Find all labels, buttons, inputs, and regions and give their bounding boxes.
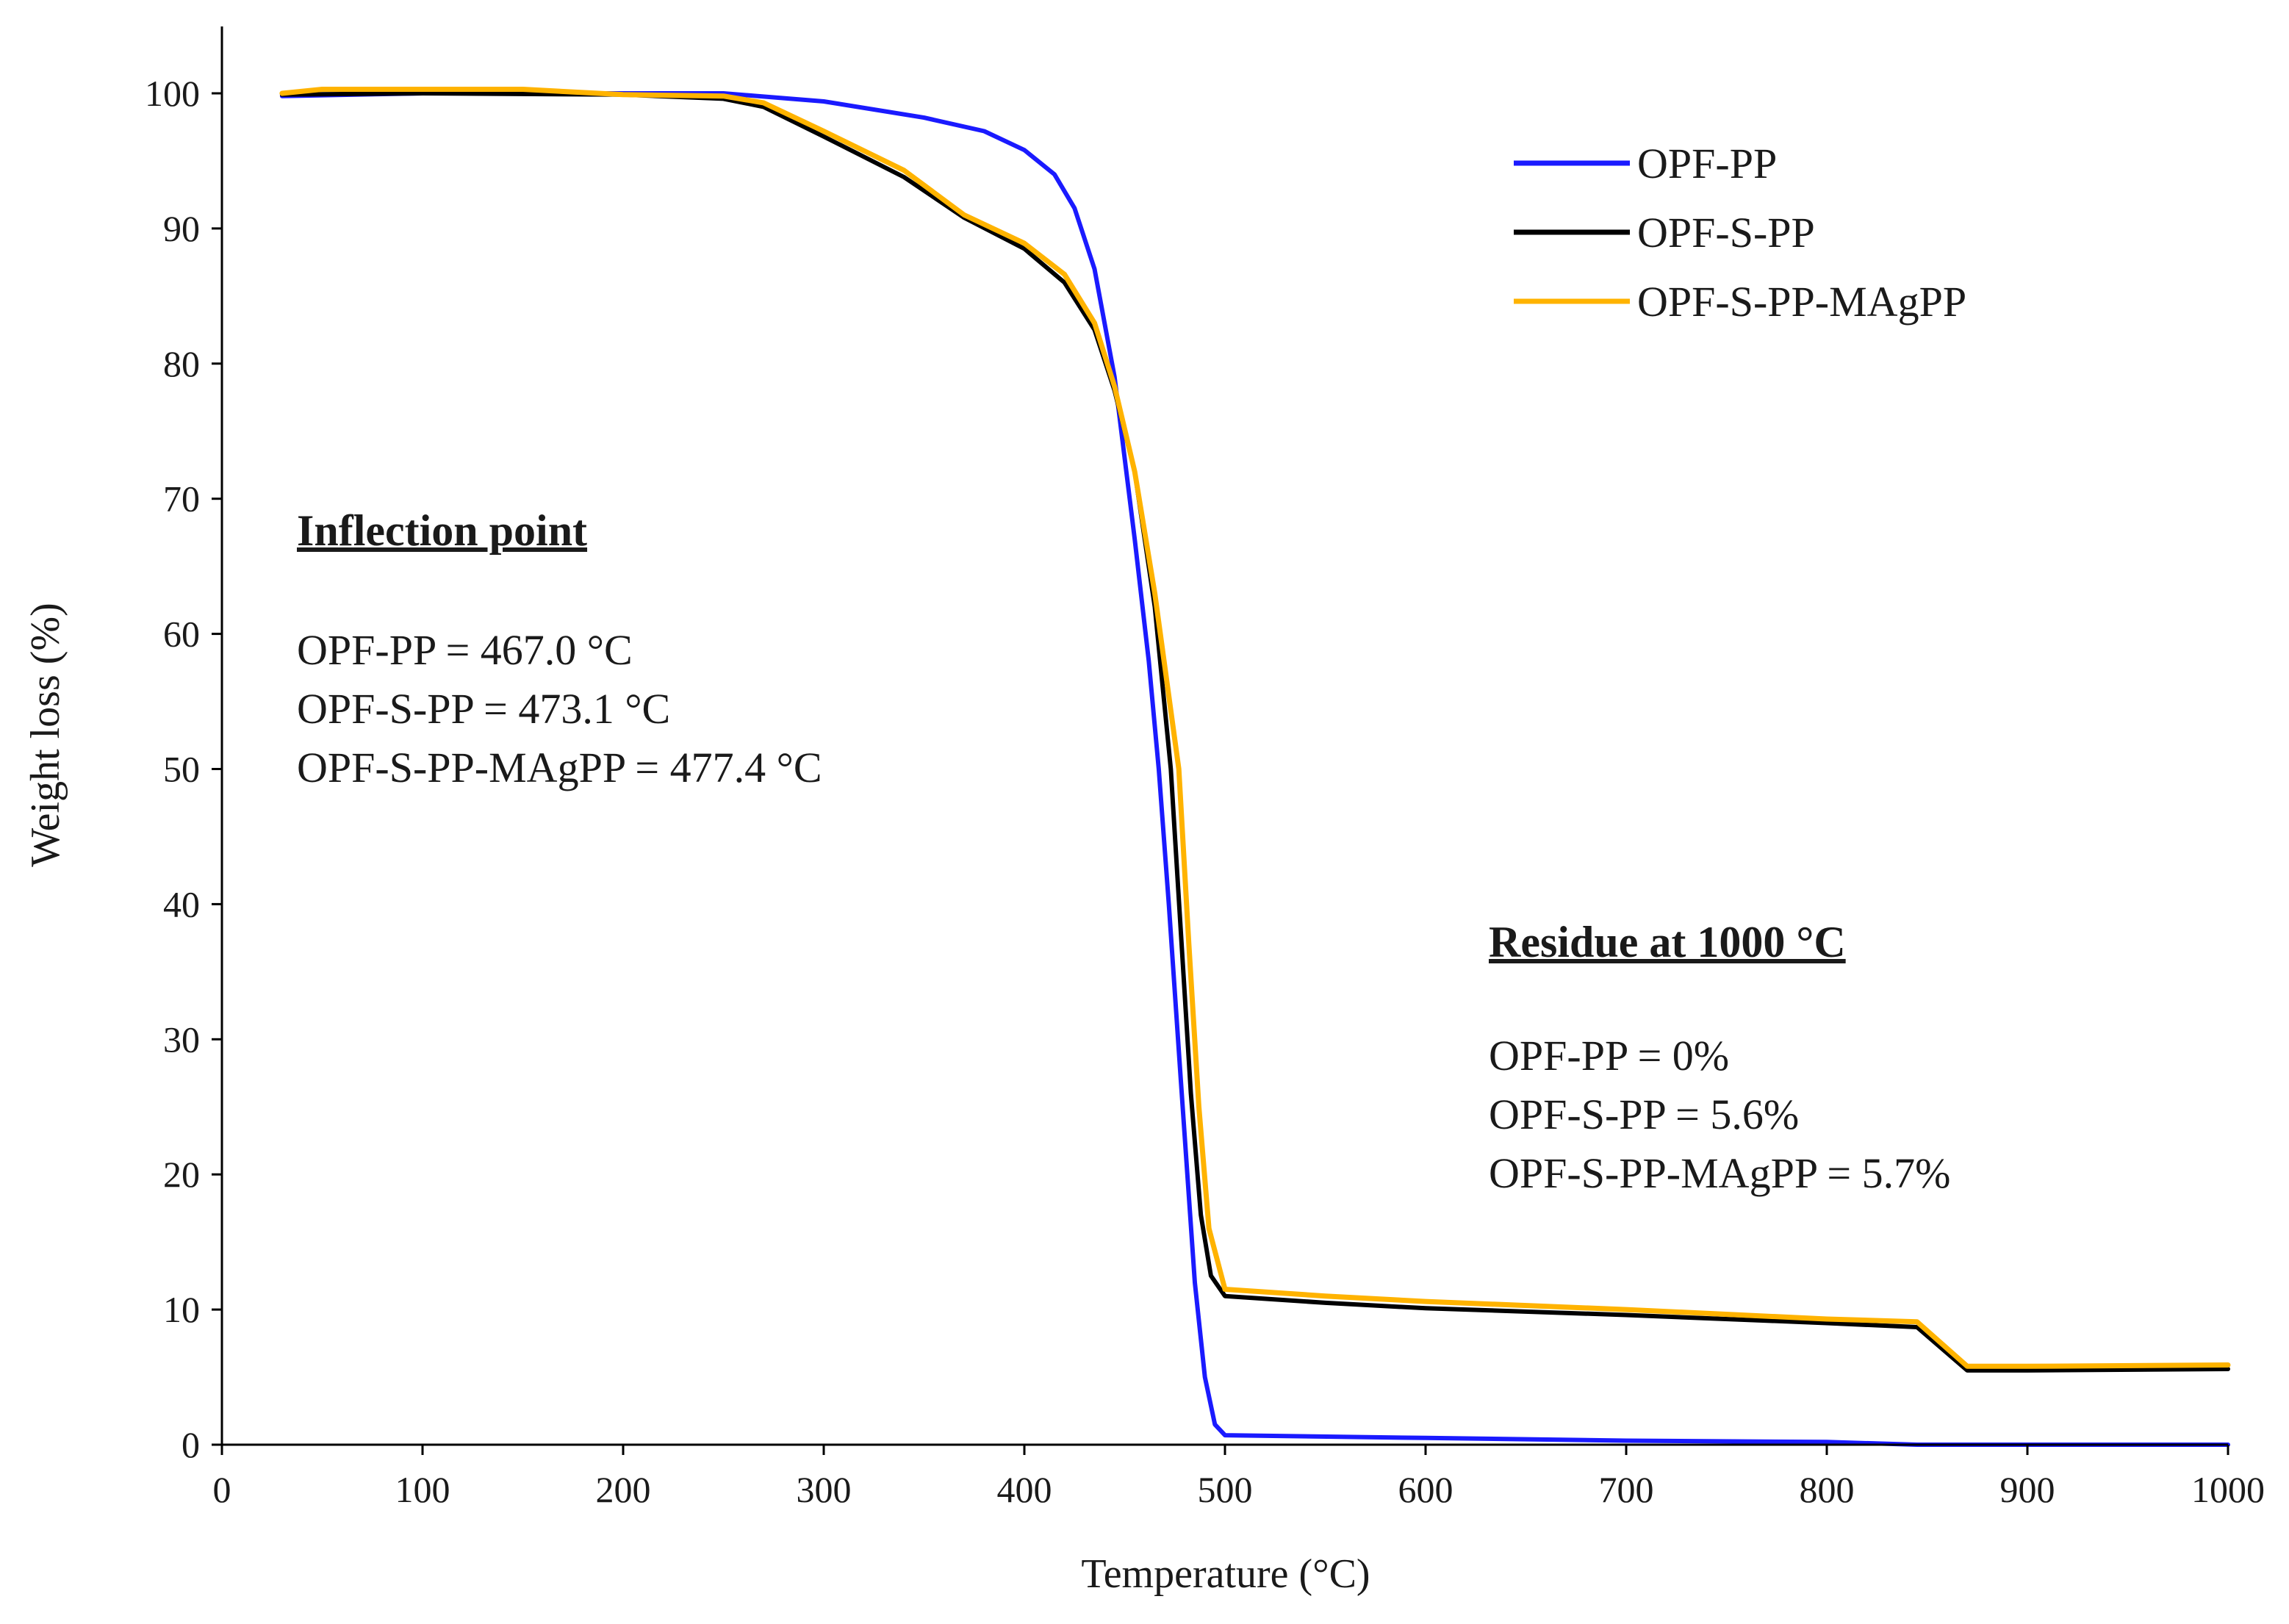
x-tick-label: 800 bbox=[1800, 1469, 1855, 1510]
x-tick-label: 500 bbox=[1198, 1469, 1253, 1510]
x-axis-ticks: 0 100 200 300 400 500 600 700 800 900 1000 bbox=[213, 1445, 2265, 1510]
series-line-opf-pp bbox=[279, 91, 2230, 1447]
y-tick-label: 40 bbox=[163, 883, 200, 924]
legend-label-opf-s-pp: OPF-S-PP bbox=[1637, 209, 1815, 256]
series-layer bbox=[279, 87, 2231, 1447]
series-line-opf-s-pp bbox=[279, 91, 2230, 1373]
x-tick-label: 600 bbox=[1398, 1469, 1453, 1510]
annotation-inflection-point: Inflection point OPF-PP = 467.0 °C OPF-S… bbox=[297, 506, 822, 791]
residue-line-opf-s-pp-magpp: OPF-S-PP-MAgPP = 5.7% bbox=[1489, 1149, 1950, 1197]
legend-label-opf-pp: OPF-PP bbox=[1637, 140, 1777, 187]
inflection-line-opf-s-pp: OPF-S-PP = 473.1 °C bbox=[297, 685, 670, 733]
y-tick-label: 70 bbox=[163, 478, 200, 520]
inflection-line-opf-s-pp-magpp: OPF-S-PP-MAgPP = 477.4 °C bbox=[297, 744, 822, 791]
x-axis-title: Temperature (°C) bbox=[1081, 1551, 1370, 1597]
x-tick-label: 100 bbox=[395, 1469, 450, 1510]
x-tick-label: 700 bbox=[1599, 1469, 1654, 1510]
residue-heading: Residue at 1000 °C bbox=[1489, 918, 1846, 966]
y-tick-label: 10 bbox=[163, 1289, 200, 1330]
x-tick-label: 0 bbox=[213, 1469, 231, 1510]
series-line-opf-s-pp-magpp bbox=[279, 87, 2231, 1369]
legend-label-opf-s-pp-magpp: OPF-S-PP-MAgPP bbox=[1637, 278, 1966, 326]
plot-area: 0 100 200 300 400 500 600 700 800 900 1000 0 10 20 30… bbox=[145, 26, 2265, 1510]
inflection-line-opf-pp: OPF-PP = 467.0 °C bbox=[297, 626, 633, 674]
y-tick-label: 60 bbox=[163, 614, 200, 655]
y-tick-label: 100 bbox=[145, 73, 200, 114]
y-tick-label: 80 bbox=[163, 343, 200, 384]
y-tick-label: 50 bbox=[163, 749, 200, 790]
y-tick-label: 90 bbox=[163, 208, 200, 249]
y-axis-title: Weight loss (%) bbox=[23, 603, 68, 866]
x-tick-label: 200 bbox=[596, 1469, 651, 1510]
legend: OPF-PP OPF-S-PP OPF-S-PP-MAgPP bbox=[1514, 140, 1966, 326]
legend-item-opf-pp: OPF-PP bbox=[1514, 140, 1777, 187]
inflection-heading: Inflection point bbox=[297, 506, 587, 555]
y-tick-label: 30 bbox=[163, 1018, 200, 1060]
x-tick-label: 400 bbox=[997, 1469, 1052, 1510]
legend-item-opf-s-pp-magpp: OPF-S-PP-MAgPP bbox=[1514, 278, 1966, 326]
y-tick-label: 20 bbox=[163, 1154, 200, 1195]
x-tick-label: 900 bbox=[2000, 1469, 2055, 1510]
annotation-residue: Residue at 1000 °C OPF-PP = 0% OPF-S-PP … bbox=[1489, 918, 1950, 1197]
residue-line-opf-pp: OPF-PP = 0% bbox=[1489, 1032, 1729, 1079]
legend-item-opf-s-pp: OPF-S-PP bbox=[1514, 209, 1815, 256]
x-tick-label: 300 bbox=[797, 1469, 852, 1510]
y-tick-label: 0 bbox=[182, 1424, 200, 1465]
residue-line-opf-s-pp: OPF-S-PP = 5.6% bbox=[1489, 1091, 1799, 1138]
x-tick-label: 1000 bbox=[2191, 1469, 2265, 1510]
y-axis-ticks: 0 10 20 30 40 50 60 70 80 90 100 bbox=[145, 73, 222, 1465]
